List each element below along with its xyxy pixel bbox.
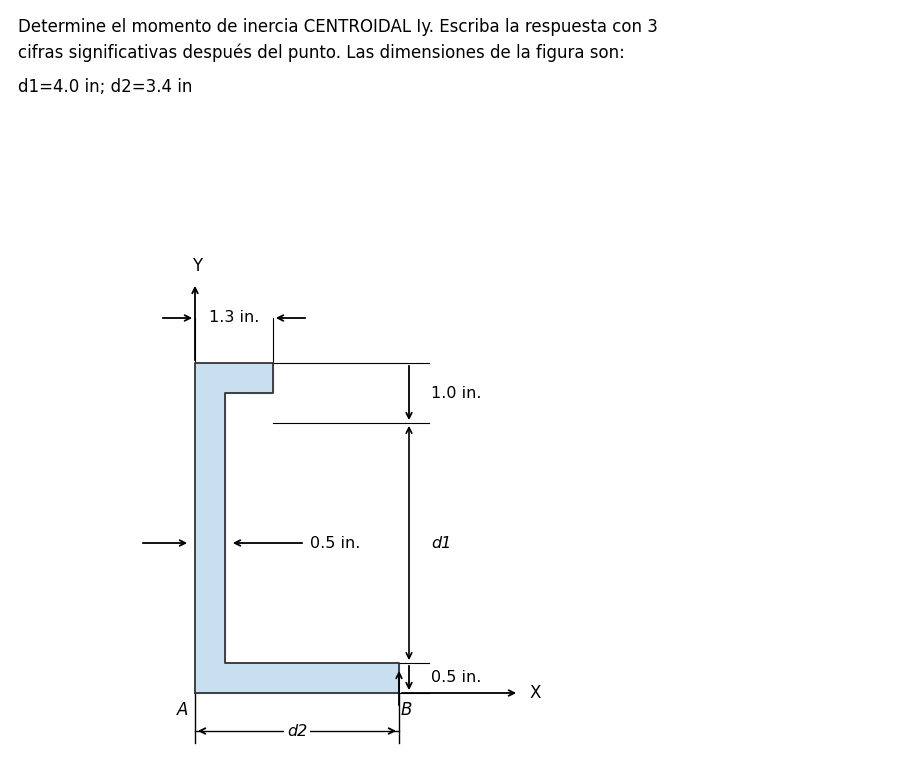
Text: Determine el momento de inercia CENTROIDAL Iy. Escriba la respuesta con 3: Determine el momento de inercia CENTROID…: [18, 18, 658, 36]
Polygon shape: [195, 363, 399, 693]
Text: 1.3 in.: 1.3 in.: [208, 311, 259, 325]
Text: 0.5 in.: 0.5 in.: [431, 670, 481, 686]
Text: 1.0 in.: 1.0 in.: [431, 386, 482, 400]
Text: d1: d1: [431, 536, 452, 550]
Text: d1=4.0 in; d2=3.4 in: d1=4.0 in; d2=3.4 in: [18, 78, 193, 96]
Text: 0.5 in.: 0.5 in.: [310, 536, 361, 550]
Text: B: B: [401, 701, 412, 719]
Text: cifras significativas después del punto. Las dimensiones de la figura son:: cifras significativas después del punto.…: [18, 44, 625, 63]
Text: d2: d2: [287, 724, 308, 738]
Text: Y: Y: [192, 257, 202, 275]
Text: X: X: [529, 684, 541, 702]
Text: A: A: [177, 701, 189, 719]
